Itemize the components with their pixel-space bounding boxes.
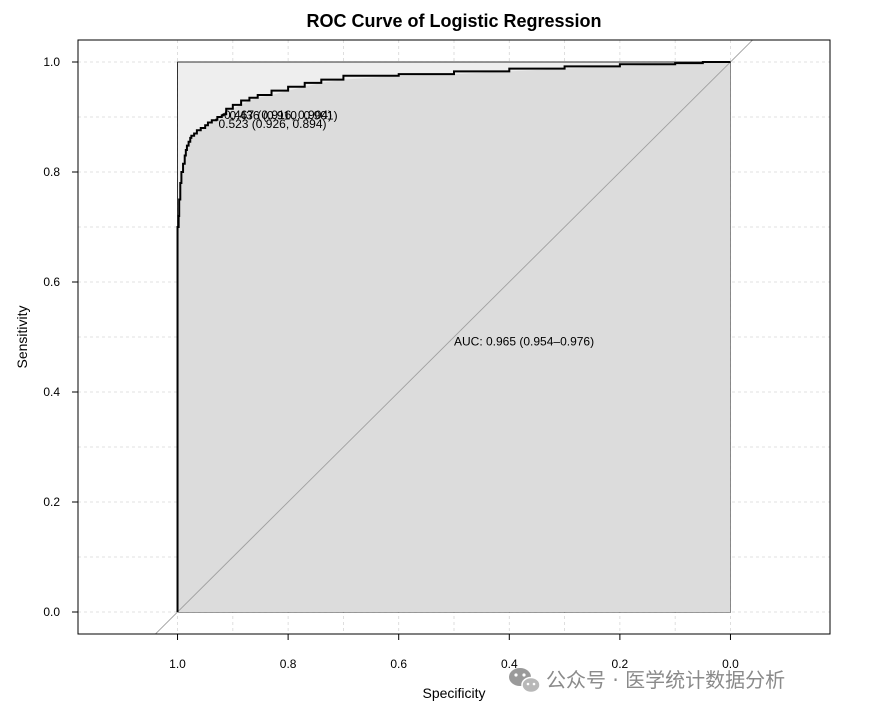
plot-frame xyxy=(77,39,831,635)
x-axis: 1.0 0.8 0.6 0.4 0.2 0.0 xyxy=(169,634,739,671)
plot-area xyxy=(154,40,754,634)
x-tick-label: 0.0 xyxy=(722,657,739,671)
watermark: 公众号 · 医学统计数据分析 xyxy=(509,668,785,694)
reference-diagonal xyxy=(154,40,754,634)
wechat-icon xyxy=(509,668,541,694)
chart-title: ROC Curve of Logistic Regression xyxy=(306,11,601,31)
threshold-annotation: 0.467 (0.916, 0.904) xyxy=(224,108,332,122)
y-axis-label: Sensitivity xyxy=(14,305,30,368)
y-tick-label: 1.0 xyxy=(43,55,60,69)
y-tick-label: 0.4 xyxy=(43,385,60,399)
y-tick-label: 0.6 xyxy=(43,275,60,289)
threshold-annotation: 0.523 (0.926, 0.894) xyxy=(218,117,326,131)
x-tick-label: 0.6 xyxy=(390,657,407,671)
x-tick-label: 0.2 xyxy=(612,657,629,671)
x-axis-label: Specificity xyxy=(422,685,485,701)
y-tick-label: 0.0 xyxy=(43,605,60,619)
roc-curve xyxy=(176,61,731,612)
x-tick-label: 0.8 xyxy=(280,657,297,671)
y-tick-label: 0.8 xyxy=(43,165,60,179)
y-tick-label: 0.2 xyxy=(43,495,60,509)
y-axis: 0.0 0.2 0.4 0.6 0.8 1.0 xyxy=(43,55,78,619)
threshold-annotation: 0.436 (0.910, 0.901) xyxy=(230,108,338,122)
x-tick-label: 0.4 xyxy=(501,657,518,671)
watermark-text: 公众号 · 医学统计数据分析 xyxy=(546,668,785,692)
x-tick-label: 1.0 xyxy=(169,657,186,671)
threshold-annotations: 0.467 (0.916, 0.904)0.436 (0.910, 0.901)… xyxy=(218,108,337,131)
auc-label: AUC: 0.965 (0.954–0.976) xyxy=(454,334,594,348)
